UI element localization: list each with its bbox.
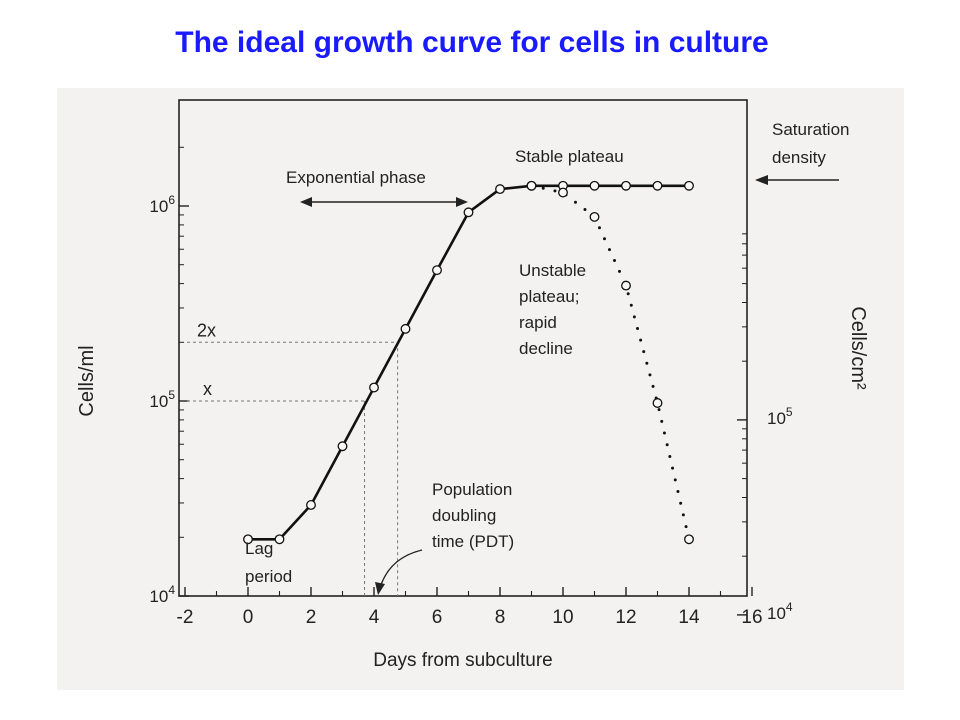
annotation-unstable-line: Unstable <box>519 261 586 280</box>
x-tick-label: 16 <box>741 607 762 628</box>
annotation-unstable-line: decline <box>519 339 573 358</box>
data-point <box>621 180 631 191</box>
x-tick-label: 12 <box>615 607 636 628</box>
guide-x-label: x <box>203 379 212 399</box>
y-tick-label: 105 <box>149 388 175 411</box>
data-point <box>621 280 631 291</box>
annotation-stable-plateau: Stable plateau <box>515 147 624 166</box>
data-point <box>306 500 316 510</box>
data-point <box>432 265 442 276</box>
data-point <box>652 180 663 191</box>
y-tick-label: 106 <box>149 193 175 216</box>
exponential-arrow-right <box>456 197 468 207</box>
y-tick-label: 104 <box>149 583 175 606</box>
y2-tick-label: 104 <box>767 600 793 623</box>
data-point <box>337 441 348 452</box>
annotation-pdt-line: time (PDT) <box>432 532 514 551</box>
annotation-saturation-line2: density <box>772 148 826 167</box>
annotation-lag-line2: period <box>245 567 292 586</box>
data-point <box>526 180 537 191</box>
x-tick-label: 14 <box>678 607 700 628</box>
annotation-unstable-line: rapid <box>519 313 557 332</box>
data-point <box>589 180 600 191</box>
growth-curve-figure: -2 0 2 4 6 8 10 12 14 16 104 105 106 104 105 Days from … <box>57 88 904 690</box>
annotation-pdt-line: Population <box>432 480 512 499</box>
data-point <box>400 323 411 334</box>
data-point <box>652 398 663 408</box>
data-point <box>463 207 474 218</box>
data-point <box>369 382 379 393</box>
series-line-dotted <box>530 184 691 541</box>
exponential-arrow-left <box>300 197 312 207</box>
x-tick-label: 0 <box>243 607 254 628</box>
data-point <box>495 184 505 195</box>
annotation-pdt-line: doubling <box>432 506 496 525</box>
pdt-arrow-line <box>379 549 423 589</box>
plot-frame <box>178 99 748 597</box>
x-tick-label: 2 <box>306 607 317 628</box>
data-point <box>558 187 568 198</box>
data-point <box>243 534 253 545</box>
y2-tick-label: 105 <box>767 405 793 428</box>
annotation-saturation-line1: Saturation <box>772 120 850 139</box>
data-point <box>274 534 285 545</box>
x-tick-label: 6 <box>432 607 443 628</box>
y2-axis-label: Cells/cm² <box>847 306 869 390</box>
data-point <box>589 211 600 222</box>
guide-2x-label: 2x <box>197 320 216 340</box>
x-tick-label: 8 <box>495 607 506 628</box>
pdt-arrow-head <box>375 582 385 595</box>
x-tick-label: -2 <box>177 607 194 628</box>
data-point <box>684 180 694 191</box>
annotation-exponential: Exponential phase <box>286 168 426 187</box>
annotation-lag-line1: Lag <box>245 539 273 558</box>
y-axis-label: Cells/ml <box>76 345 98 416</box>
data-point <box>684 534 694 545</box>
x-axis-label: Days from subculture <box>373 650 553 671</box>
saturation-arrow-head <box>755 175 768 185</box>
x-tick-label: 4 <box>369 607 380 628</box>
slide-title: The ideal growth curve for cells in cult… <box>175 26 769 59</box>
x-tick-label: 10 <box>552 607 573 628</box>
annotation-unstable-line: plateau; <box>519 287 580 306</box>
